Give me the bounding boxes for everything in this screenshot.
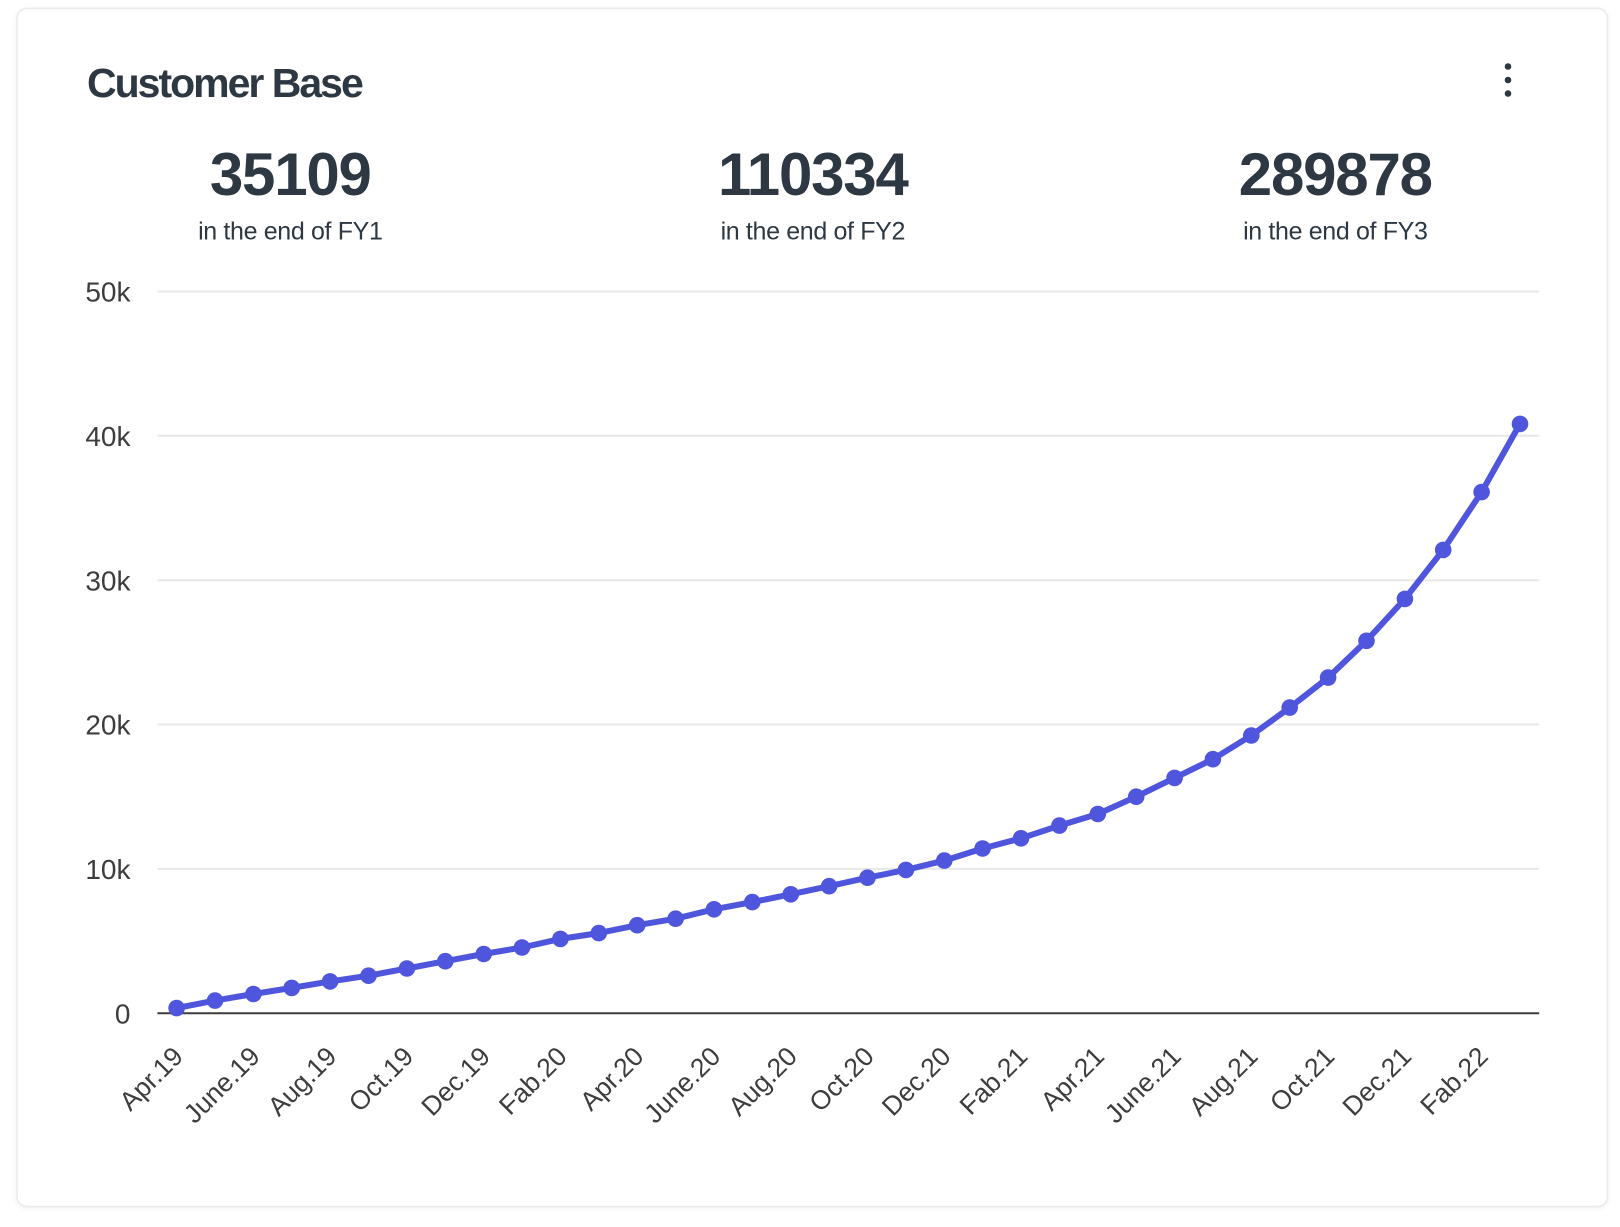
svg-text:50k: 50k [85,277,131,308]
svg-text:40k: 40k [85,421,131,452]
svg-text:20k: 20k [85,710,131,741]
svg-text:0: 0 [115,998,131,1029]
svg-text:110334: 110334 [718,141,910,208]
svg-text:10k: 10k [85,854,131,885]
svg-text:in the end of FY1: in the end of FY1 [198,218,382,246]
svg-text:289878: 289878 [1239,141,1432,208]
svg-text:in the end of FY3: in the end of FY3 [1243,218,1427,246]
svg-text:30k: 30k [85,565,131,596]
svg-text:in the end of FY2: in the end of FY2 [721,218,905,246]
svg-text:35109: 35109 [210,141,371,208]
svg-text:Customer Base: Customer Base [87,60,363,106]
